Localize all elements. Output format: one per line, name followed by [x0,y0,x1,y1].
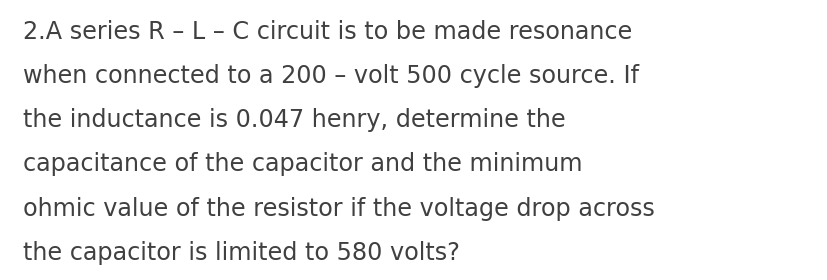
Text: the inductance is 0.047 henry, determine the: the inductance is 0.047 henry, determine… [23,108,565,132]
Text: 2.A series R – L – C circuit is to be made resonance: 2.A series R – L – C circuit is to be ma… [23,20,632,44]
Text: when connected to a 200 – volt 500 cycle source. If: when connected to a 200 – volt 500 cycle… [23,64,638,88]
Text: ohmic value of the resistor if the voltage drop across: ohmic value of the resistor if the volta… [23,197,654,221]
Text: capacitance of the capacitor and the minimum: capacitance of the capacitor and the min… [23,152,582,176]
Text: the capacitor is limited to 580 volts?: the capacitor is limited to 580 volts? [23,241,460,265]
